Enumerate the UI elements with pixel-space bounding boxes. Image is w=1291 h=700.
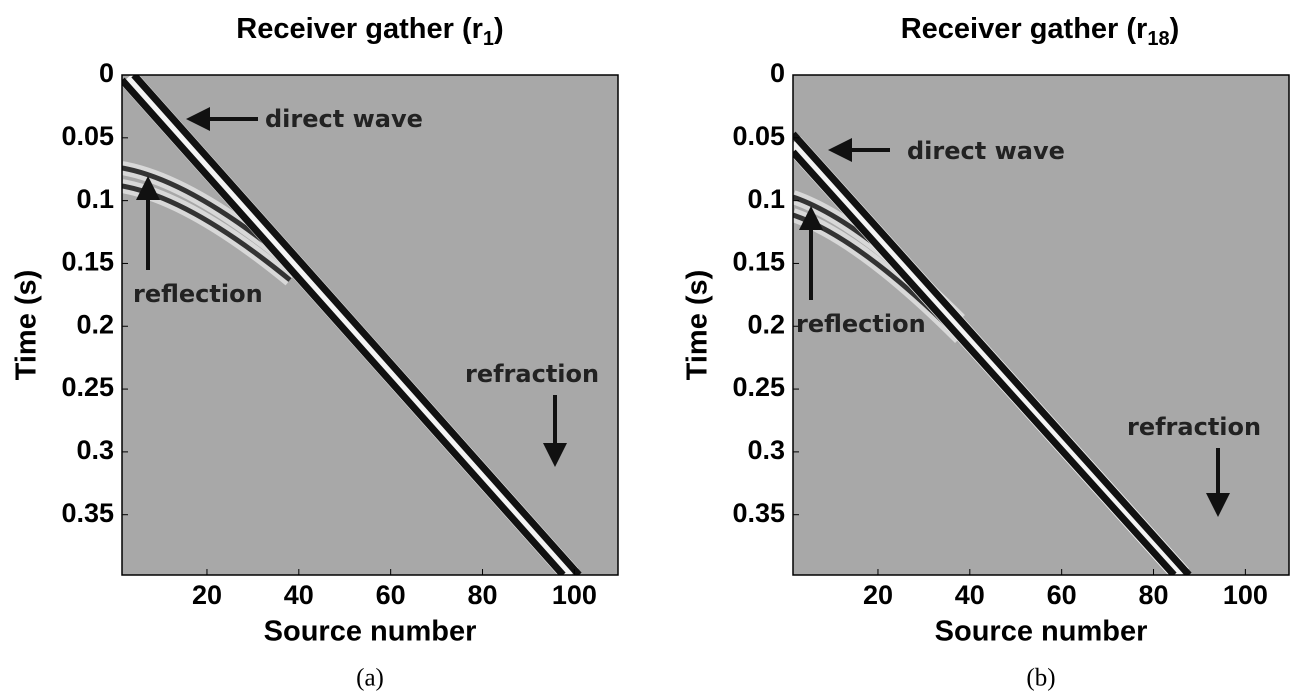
annotation: reflection xyxy=(796,310,926,338)
y-tick-label: 0.35 xyxy=(61,498,114,528)
title-text: Receiver gather (r xyxy=(236,13,483,45)
direct-event xyxy=(793,131,1192,575)
y-tick-label: 0 xyxy=(99,58,114,88)
y-tick-label: 0.3 xyxy=(76,435,114,465)
y-tick-label: 0.3 xyxy=(747,435,785,465)
y-tick-label: 0.05 xyxy=(61,121,114,151)
chart-title: Receiver gather (r18) xyxy=(901,13,1180,51)
x-tick-label: 60 xyxy=(376,580,406,610)
panel: 20 40 60 80 100 0 0.05 0.1 0.15 0.2 0.25 0.3 0.35 Sou… xyxy=(682,13,1290,692)
y-tick-label: 0.25 xyxy=(732,372,785,402)
caption: (b) xyxy=(1026,665,1055,692)
y-tick-label: 0 xyxy=(770,58,785,88)
x-tick-label: 60 xyxy=(1047,580,1077,610)
title-subscript: 1 xyxy=(483,28,494,50)
x-tick-label: 20 xyxy=(863,580,893,610)
x-tick-label: 100 xyxy=(1223,580,1268,610)
chart-title: Receiver gather (r1) xyxy=(236,13,503,51)
y-tick-label: 0.15 xyxy=(61,247,114,277)
direct-event xyxy=(793,149,1177,575)
x-tick-label: 20 xyxy=(192,580,222,610)
y-tick-label: 0.35 xyxy=(732,498,785,528)
panel: 20 40 60 80 100 0 0.05 0.1 0.15 0.2 0.25 0.3 0.35 Sou… xyxy=(11,13,619,692)
title-suffix: ) xyxy=(1170,13,1180,45)
plot-frame xyxy=(792,74,1290,576)
image-background xyxy=(793,75,1289,575)
y-tick-label: 0.25 xyxy=(61,372,114,402)
x-tick-label: 100 xyxy=(552,580,597,610)
caption: (a) xyxy=(356,665,384,692)
direct-event xyxy=(122,77,566,575)
x-axis-label: Source number xyxy=(264,616,477,648)
plot-frame xyxy=(121,74,619,576)
x-tick-label: 80 xyxy=(1138,580,1168,610)
title-suffix: ) xyxy=(494,13,504,45)
annotation: direct wave xyxy=(265,105,423,133)
x-tick-label: 40 xyxy=(955,580,985,610)
direct-halo xyxy=(122,75,579,575)
y-tick-label: 0.05 xyxy=(732,121,785,151)
annotation: refraction xyxy=(465,360,599,388)
y-tick-label: 0.1 xyxy=(747,184,785,214)
annotation: direct wave xyxy=(907,137,1065,165)
direct-halo xyxy=(793,136,1189,575)
y-tick-label: 0.2 xyxy=(747,309,785,339)
direct-event xyxy=(131,75,582,575)
title-text: Receiver gather (r xyxy=(901,13,1148,45)
y-tick-label: 0.1 xyxy=(76,184,114,214)
annotation: reflection xyxy=(133,280,263,308)
y-axis-label: Time (s) xyxy=(11,270,43,381)
annotation: refraction xyxy=(1127,413,1261,441)
x-tick-label: 80 xyxy=(467,580,497,610)
x-axis-label: Source number xyxy=(935,616,1148,648)
y-tick-label: 0.15 xyxy=(732,247,785,277)
x-tick-label: 40 xyxy=(284,580,314,610)
y-tick-label: 0.2 xyxy=(76,309,114,339)
title-subscript: 18 xyxy=(1147,28,1169,50)
y-axis-label: Time (s) xyxy=(682,270,714,381)
